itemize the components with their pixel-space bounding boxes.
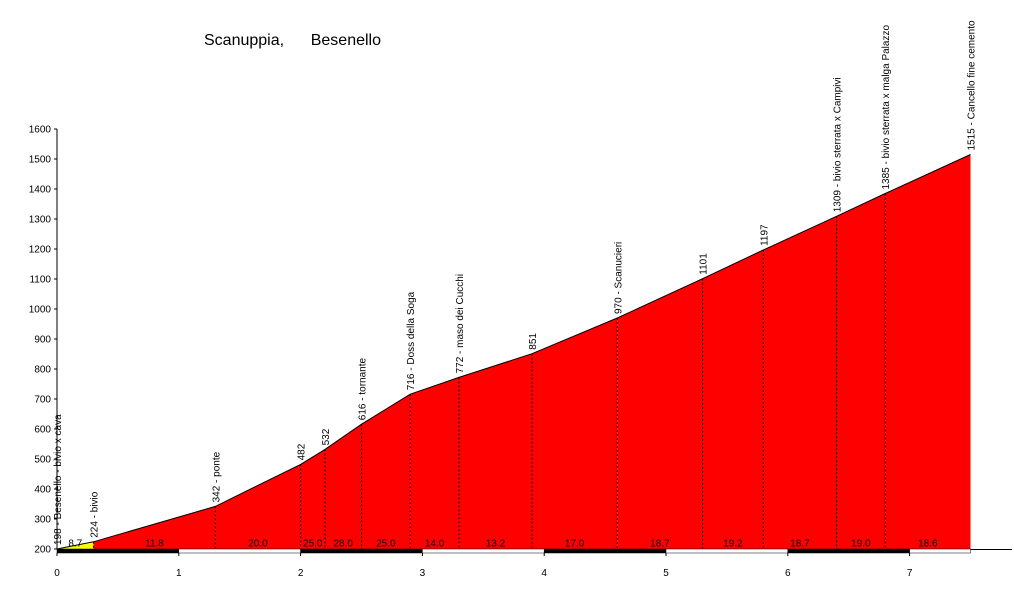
km-bar-segment [787, 548, 910, 554]
segment-gradient-label: 8.7 [68, 539, 82, 550]
point-label-4: 482 [297, 443, 308, 460]
point-label-12: 1197 [759, 224, 770, 246]
y-tick-label: 500 [34, 455, 51, 466]
profile-segment-5 [324, 424, 362, 549]
point-label-3: 342 - ponte [211, 451, 222, 502]
x-tick-label: 4 [541, 568, 547, 579]
x-tick-label: 3 [420, 568, 426, 579]
profile-segment-9 [532, 318, 618, 549]
y-tick-label: 1500 [29, 155, 52, 166]
point-label-15: 1515 - Cancello fine cemento [967, 20, 978, 151]
km-bar-segment [300, 548, 423, 554]
segment-gradient-label: 18.7 [790, 539, 810, 550]
km-bar-segment [543, 548, 667, 554]
y-tick-label: 200 [34, 545, 51, 556]
y-tick-label: 1600 [29, 125, 52, 136]
point-label-14: 1385 - bivio sterrata x malga Palazzo [881, 25, 892, 190]
profile-segment-8 [458, 353, 533, 549]
y-tick-label: 1000 [29, 305, 52, 316]
point-label-11: 1101 [699, 253, 710, 275]
profile-segment-6 [361, 394, 411, 549]
km-bar-segment [422, 548, 545, 554]
segment-gradient-label: 17.0 [565, 539, 585, 550]
y-tick-label: 900 [34, 335, 51, 346]
segment-gradient-label: 18.6 [918, 539, 938, 550]
point-label-8: 772 - maso dei Cucchi [455, 274, 466, 374]
km-bar-segment [665, 548, 789, 554]
segment-gradient-label: 19.0 [851, 539, 871, 550]
segment-gradient-label: 25.0 [303, 539, 323, 550]
x-tick-label: 5 [663, 568, 669, 579]
profile-segment-7 [410, 377, 459, 549]
y-tick-label: 1400 [29, 185, 52, 196]
x-tick-label: 1 [176, 568, 182, 579]
point-label-1: 198 - Besenello - bivio x cava [53, 414, 64, 545]
x-tick-label: 7 [907, 568, 913, 579]
km-bar-segment [909, 548, 971, 554]
km-bar-segment [178, 548, 301, 554]
segment-gradient-label: 18.7 [650, 539, 670, 550]
segment-gradient-label: 28.0 [333, 539, 353, 550]
profile-segment-3 [215, 464, 301, 549]
y-tick-label: 300 [34, 515, 51, 526]
x-tick-label: 6 [785, 568, 791, 579]
point-label-10: 970 - Scanucieri [613, 242, 624, 314]
profile-segment-4 [300, 449, 325, 549]
point-label-6: 616 - tornante [358, 357, 369, 420]
x-tick-label: 0 [54, 568, 60, 579]
y-tick-label: 700 [34, 395, 51, 406]
km-bar-segment [56, 548, 180, 554]
y-tick-label: 600 [34, 425, 51, 436]
point-label-5: 532 [321, 428, 332, 445]
profile-segment-10 [617, 278, 703, 549]
segment-gradient-label: 25.0 [376, 539, 396, 550]
chart-title: Scanuppia, Besenello [204, 32, 382, 49]
y-tick-label: 1100 [29, 275, 51, 286]
segment-gradient-label: 20.0 [248, 539, 268, 550]
y-tick-label: 1300 [29, 215, 52, 226]
profile-segment-2 [93, 506, 216, 549]
segment-gradient-label: 14.0 [425, 539, 445, 550]
point-label-7: 716 - Doss della Soga [406, 291, 417, 390]
point-label-2: 224 - bivio [90, 491, 101, 538]
y-tick-label: 400 [34, 485, 51, 496]
profile-segment-12 [763, 216, 837, 550]
profile-segment-13 [836, 193, 886, 549]
segment-gradient-label: 11.8 [145, 539, 164, 550]
y-tick-label: 1200 [29, 245, 52, 256]
profile-segment-11 [702, 249, 764, 549]
point-label-13: 1309 - bivio sterrata x Campivi [833, 77, 844, 212]
segment-gradient-label: 13.2 [486, 539, 506, 550]
segment-gradient-label: 19.2 [723, 539, 743, 550]
profile-segment-14 [885, 154, 971, 549]
point-label-9: 851 [528, 333, 539, 350]
x-tick-label: 2 [298, 568, 304, 579]
y-tick-label: 800 [34, 365, 51, 376]
